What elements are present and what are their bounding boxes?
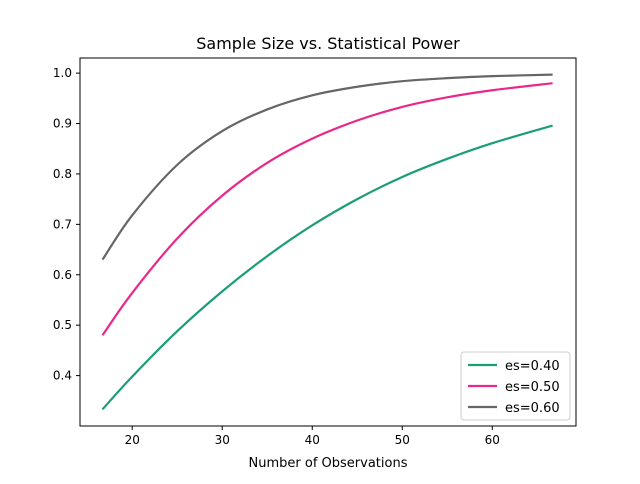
x-axis-label: Number of Observations <box>249 456 408 471</box>
legend-label-2: es=0.50 <box>505 380 560 395</box>
y-tick-label: 0.6 <box>53 268 72 282</box>
plot-frame <box>79 57 577 427</box>
chart-title: Sample Size vs. Statistical Power <box>196 34 460 53</box>
axes-layer: 20 30 40 50 60 0.4 0.5 0.6 0.7 0.8 0.9 1.0 <box>53 57 577 447</box>
legend-box <box>460 351 571 421</box>
y-tick-label: 0.4 <box>53 369 72 383</box>
y-tick-label: 0.7 <box>53 217 72 231</box>
x-tick-label: 50 <box>395 433 410 447</box>
legend-label-3: es=0.60 <box>505 401 560 416</box>
y-tick-label: 1.0 <box>53 66 72 80</box>
y-tick-label: 0.5 <box>53 318 72 332</box>
x-tick-label: 40 <box>305 433 320 447</box>
x-tick-label: 30 <box>215 433 230 447</box>
series-line-1 <box>101 124 553 411</box>
series-line-2 <box>101 82 553 336</box>
x-tick-label: 60 <box>485 433 500 447</box>
legend-label-1: es=0.40 <box>505 359 560 374</box>
chart-legend: es=0.40 es=0.50 es=0.60 <box>460 351 571 421</box>
x-tick-label: 20 <box>125 433 140 447</box>
series-layer <box>101 73 553 411</box>
y-tick-label: 0.9 <box>53 117 72 131</box>
y-tick-label: 0.8 <box>53 167 72 181</box>
series-line-3 <box>101 73 553 261</box>
